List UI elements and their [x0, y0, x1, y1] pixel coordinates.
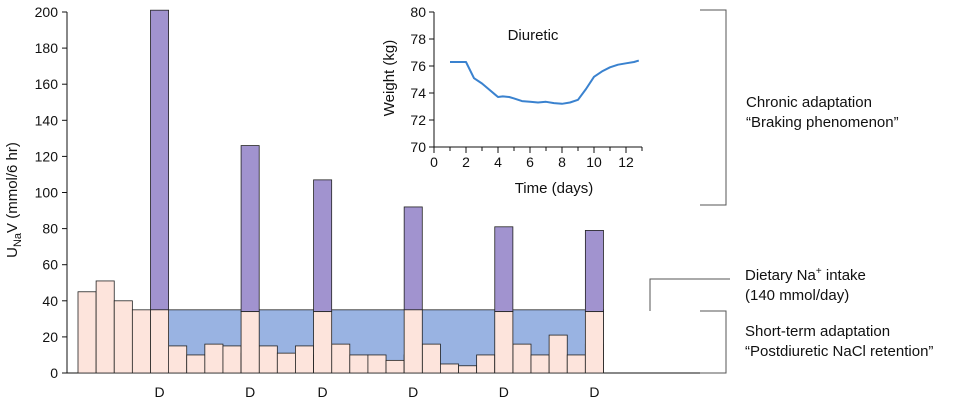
dietary-line-2: (140 mmol/day): [745, 287, 850, 304]
inset-y-axis-label: Weight (kg): [381, 40, 398, 116]
main-y-tick-label: 200: [35, 4, 59, 20]
bars-layer: [77, 9, 604, 374]
diuretic-bar-upper: [240, 145, 260, 313]
dietary-line-1: Dietary Na+ intake: [745, 262, 866, 286]
diuretic-bar-lower: [494, 311, 514, 374]
diuretic-bar-lower: [240, 311, 260, 374]
inset-y-tick-label: 70: [410, 139, 426, 155]
inset-x-tick-label: 10: [586, 154, 602, 170]
main-y-tick-label: 120: [35, 148, 59, 164]
diuretic-marker-label: D: [154, 384, 164, 400]
dietary-leader-line: [649, 278, 730, 311]
sodium-bar: [367, 354, 387, 374]
inset-y-tick-label: 76: [410, 58, 426, 74]
sodium-bar: [512, 343, 532, 374]
diuretic-bar-lower: [584, 311, 604, 374]
diuretic-bar-lower: [150, 309, 169, 374]
short-term-bracket: [700, 310, 727, 374]
sodium-bar: [349, 354, 369, 374]
sodium-bar: [204, 343, 224, 374]
diuretic-bar-upper: [494, 226, 514, 313]
inset-x-tick-label: 12: [618, 154, 634, 170]
sodium-bar: [385, 359, 405, 374]
annotation-brackets: [649, 9, 730, 374]
main-y-tick-label: 160: [35, 76, 59, 92]
diuretic-bar-lower: [313, 311, 333, 374]
chronic-annotation: Chronic adaptation “Braking phenomenon”: [746, 93, 899, 133]
diuretic-bar-upper: [584, 230, 604, 313]
diuretic-marker-label: D: [245, 384, 255, 400]
diuretic-bar-upper: [403, 206, 423, 311]
chronic-line-2: “Braking phenomenon”: [746, 114, 899, 131]
inset-title: Diuretic: [508, 27, 559, 44]
main-y-tick-label: 180: [35, 40, 59, 56]
inset-x-tick-label: 2: [462, 154, 470, 170]
sodium-bar: [476, 354, 496, 374]
sodium-bar: [530, 354, 550, 374]
chronic-line-1: Chronic adaptation: [746, 94, 872, 111]
dietary-annotation: Dietary Na+ intake (140 mmol/day): [745, 262, 866, 306]
diuretic-bar-upper: [313, 179, 333, 313]
diuretic-marker-label: D: [408, 384, 418, 400]
sodium-bar: [168, 345, 188, 374]
ylabel-sub: Na: [12, 232, 24, 247]
short-line-1: Short-term adaptation: [745, 323, 891, 340]
sodium-bar: [439, 363, 459, 374]
diuretic-bar-lower: [403, 309, 423, 374]
diuretic-marker-label: D: [318, 384, 328, 400]
main-y-tick-label: 40: [42, 293, 58, 309]
chronic-bracket: [700, 9, 727, 206]
sodium-bar: [77, 291, 97, 374]
sodium-bar: [258, 345, 278, 374]
dietary-sup: +: [815, 266, 822, 277]
inset-x-axis-label: Time (days): [515, 180, 594, 197]
sodium-bar: [295, 345, 314, 374]
inset-x-tick-label: 4: [494, 154, 502, 170]
sodium-bar: [222, 345, 242, 374]
main-y-axis-label: UNaV (mmol/6 hr): [4, 142, 24, 258]
inset-x-tick-label: 0: [430, 154, 438, 170]
sodium-bar: [131, 309, 151, 374]
inset-y-tick-label: 78: [410, 31, 426, 47]
main-y-tick-label: 60: [42, 257, 58, 273]
inset-y-tick-label: 74: [410, 85, 426, 101]
main-y-tick-label: 20: [42, 329, 58, 345]
dietary-rest: intake: [821, 267, 866, 284]
inset-chart: 70 72 74 76 78 80 0 2 4 6 8 10 12: [410, 4, 643, 170]
diuretic-marker-label: D: [589, 384, 599, 400]
sodium-bar: [421, 343, 441, 374]
diuretic-bar-upper: [150, 9, 169, 311]
sodium-bar: [276, 352, 296, 374]
ylabel-rest: V (mmol/6 hr): [4, 142, 21, 233]
weight-line: [450, 59, 640, 105]
diuretic-marker-label: D: [499, 384, 509, 400]
inset-x-tick-label: 8: [558, 154, 566, 170]
main-y-tick-label: 140: [35, 112, 59, 128]
inset-y-tick-label: 80: [410, 4, 426, 20]
sodium-bar: [331, 343, 351, 374]
sodium-bar: [548, 334, 568, 374]
sodium-bar: [95, 280, 115, 374]
dietary-main: Dietary Na: [745, 267, 816, 284]
short-term-annotation: Short-term adaptation “Postdiuretic NaCl…: [745, 322, 933, 362]
sodium-bar: [458, 365, 478, 374]
main-y-tick-label: 0: [50, 365, 58, 381]
ylabel-u: U: [4, 247, 21, 258]
sodium-bar: [186, 354, 206, 374]
sodium-bar: [566, 354, 586, 374]
inset-x-tick-label: 6: [526, 154, 534, 170]
short-line-2: “Postdiuretic NaCl retention”: [745, 343, 934, 360]
inset-y-tick-label: 72: [410, 112, 426, 128]
main-y-tick-label: 100: [35, 185, 59, 201]
sodium-bar: [113, 300, 133, 374]
main-y-tick-label: 80: [42, 221, 58, 237]
